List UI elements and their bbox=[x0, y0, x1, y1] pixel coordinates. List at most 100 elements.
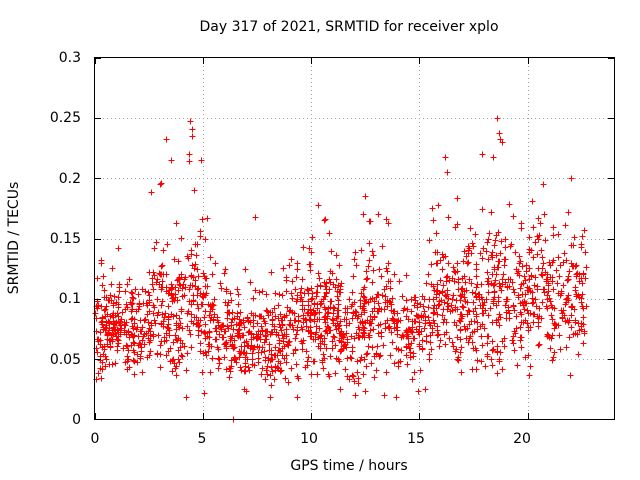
data-point bbox=[292, 286, 299, 293]
data-point bbox=[494, 348, 501, 355]
data-point bbox=[261, 348, 268, 355]
data-point bbox=[464, 260, 471, 267]
data-point bbox=[300, 319, 307, 326]
data-point bbox=[367, 327, 374, 334]
data-point bbox=[321, 217, 328, 224]
data-point bbox=[403, 352, 410, 359]
data-point bbox=[399, 293, 406, 300]
data-point bbox=[249, 361, 256, 368]
data-point bbox=[530, 224, 537, 231]
data-point bbox=[377, 321, 384, 328]
data-point bbox=[389, 315, 396, 322]
data-point bbox=[307, 333, 314, 340]
data-point bbox=[418, 328, 425, 335]
data-point bbox=[237, 319, 244, 326]
data-point bbox=[366, 240, 373, 247]
y-tick-label: 0 bbox=[72, 412, 81, 428]
data-point bbox=[534, 313, 541, 320]
data-point bbox=[474, 357, 481, 364]
data-point bbox=[485, 275, 492, 282]
data-point bbox=[549, 357, 556, 364]
data-point bbox=[544, 305, 551, 312]
data-point bbox=[115, 340, 122, 347]
data-point bbox=[384, 303, 391, 310]
data-point bbox=[217, 280, 224, 287]
data-point bbox=[214, 314, 221, 321]
data-point bbox=[540, 181, 547, 188]
data-point bbox=[514, 362, 521, 369]
data-point bbox=[575, 292, 582, 299]
data-point bbox=[403, 329, 410, 336]
data-point bbox=[527, 288, 534, 295]
data-point bbox=[512, 249, 519, 256]
data-point bbox=[570, 331, 577, 338]
data-point bbox=[510, 286, 517, 293]
data-point bbox=[362, 193, 369, 200]
data-point bbox=[133, 308, 140, 315]
data-point bbox=[498, 287, 505, 294]
data-point bbox=[330, 333, 337, 340]
data-point bbox=[234, 330, 241, 337]
data-point bbox=[322, 306, 329, 313]
data-point bbox=[130, 357, 137, 364]
data-point bbox=[130, 295, 137, 302]
data-point bbox=[473, 347, 480, 354]
data-point bbox=[207, 369, 214, 376]
data-point bbox=[572, 287, 579, 294]
data-point bbox=[348, 303, 355, 310]
data-point bbox=[299, 346, 306, 353]
data-point bbox=[408, 340, 415, 347]
data-point bbox=[349, 372, 356, 379]
data-point bbox=[426, 237, 433, 244]
data-point bbox=[581, 227, 588, 234]
data-point bbox=[549, 278, 556, 285]
data-point bbox=[568, 175, 575, 182]
data-point bbox=[216, 331, 223, 338]
data-point bbox=[308, 330, 315, 337]
data-point bbox=[294, 324, 301, 331]
data-point bbox=[109, 361, 116, 368]
data-point bbox=[566, 334, 573, 341]
data-point bbox=[158, 180, 165, 187]
data-point bbox=[368, 360, 375, 367]
data-point bbox=[294, 260, 301, 267]
data-point bbox=[464, 325, 471, 332]
data-point bbox=[516, 253, 523, 260]
data-point bbox=[335, 301, 342, 308]
data-point bbox=[227, 368, 234, 375]
data-point bbox=[317, 335, 324, 342]
data-point bbox=[357, 297, 364, 304]
data-point bbox=[438, 297, 445, 304]
data-point bbox=[375, 308, 382, 315]
data-point bbox=[143, 300, 150, 307]
data-point bbox=[254, 343, 261, 350]
data-point bbox=[294, 394, 301, 401]
data-point bbox=[426, 319, 433, 326]
data-point bbox=[126, 334, 133, 341]
data-point bbox=[171, 256, 178, 263]
data-point bbox=[550, 224, 557, 231]
y-axis-label: SRMTID / TECUs bbox=[6, 182, 22, 295]
data-point bbox=[469, 289, 476, 296]
data-point bbox=[168, 281, 175, 288]
data-point bbox=[422, 386, 429, 393]
data-point bbox=[95, 370, 102, 377]
data-point bbox=[556, 332, 563, 339]
data-point bbox=[246, 367, 253, 374]
data-point bbox=[100, 326, 107, 333]
data-point bbox=[395, 346, 402, 353]
data-point bbox=[349, 289, 356, 296]
data-point bbox=[300, 244, 307, 251]
data-point bbox=[186, 158, 193, 165]
data-point bbox=[131, 358, 138, 365]
data-point bbox=[333, 276, 340, 283]
data-point bbox=[488, 280, 495, 287]
data-point bbox=[258, 371, 265, 378]
data-point bbox=[433, 230, 440, 237]
data-point bbox=[246, 328, 253, 335]
data-point bbox=[330, 310, 337, 317]
data-point bbox=[329, 345, 336, 352]
data-point bbox=[361, 356, 368, 363]
data-point bbox=[493, 317, 500, 324]
data-point bbox=[441, 331, 448, 338]
